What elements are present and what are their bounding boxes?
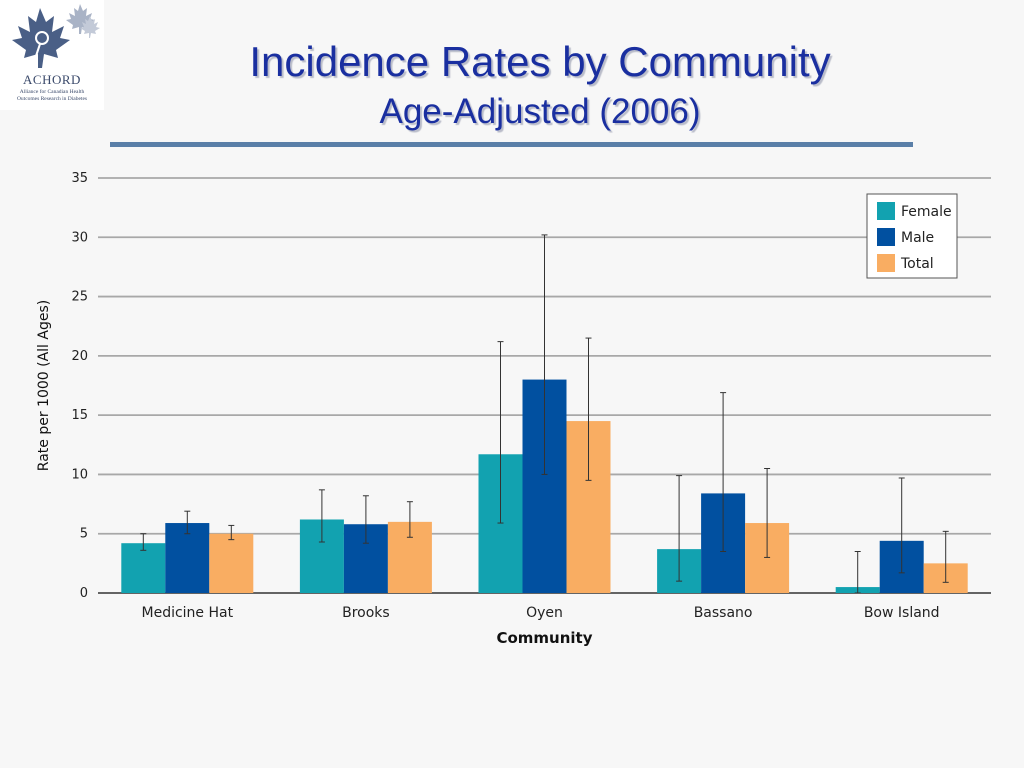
x-category-label: Bow Island bbox=[864, 605, 940, 621]
y-tick-label: 20 bbox=[71, 349, 88, 364]
x-category-label: Bassano bbox=[694, 605, 753, 621]
y-tick-label: 10 bbox=[71, 467, 88, 482]
legend-label: Female bbox=[901, 204, 952, 220]
y-tick-labels: 0 5 10 15 20 25 30 35 bbox=[71, 171, 88, 601]
title-divider bbox=[110, 142, 913, 147]
legend-label: Male bbox=[901, 230, 934, 246]
legend-swatch bbox=[877, 228, 895, 246]
y-tick-label: 15 bbox=[71, 408, 88, 423]
bar-total bbox=[209, 533, 254, 593]
x-category-label: Medicine Hat bbox=[142, 605, 234, 621]
logo-name: ACHORD bbox=[23, 72, 81, 87]
legend-label: Total bbox=[900, 256, 934, 272]
x-category-label: Oyen bbox=[526, 605, 563, 621]
logo-subtitle-line1: Alliance for Canadian Health bbox=[19, 89, 85, 95]
maple-leaf-icon bbox=[12, 4, 100, 68]
logo-subtitle-line2: Outcomes Research in Diabetes bbox=[16, 96, 88, 102]
x-category-label: Brooks bbox=[342, 605, 390, 621]
x-axis-title: Community bbox=[496, 629, 592, 647]
y-tick-label: 35 bbox=[71, 171, 88, 186]
y-tick-label: 30 bbox=[71, 230, 88, 245]
y-axis-title: Rate per 1000 (All Ages) bbox=[36, 300, 52, 471]
bar-male bbox=[165, 523, 210, 593]
bars bbox=[121, 379, 968, 593]
error-bars bbox=[140, 234, 949, 594]
y-tick-label: 5 bbox=[80, 527, 88, 542]
bar-female bbox=[121, 543, 166, 593]
slide-title: Incidence Rates by Community bbox=[249, 38, 831, 85]
y-tick-label: 25 bbox=[71, 290, 88, 305]
legend-swatch bbox=[877, 254, 895, 272]
achord-logo: ACHORD Alliance for Canadian Health Outc… bbox=[0, 0, 104, 110]
x-category-labels: Medicine Hat Brooks Oyen Bassano Bow Island bbox=[142, 605, 940, 621]
legend: Female Male Total bbox=[866, 193, 958, 279]
y-tick-label: 0 bbox=[80, 586, 88, 601]
legend-swatch bbox=[877, 202, 895, 220]
slide-subtitle: Age-Adjusted (2006) bbox=[379, 92, 701, 131]
